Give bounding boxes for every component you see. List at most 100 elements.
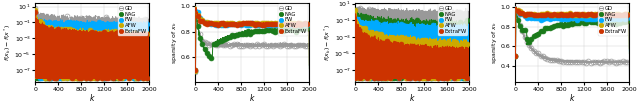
ExtraFW (145, 35, 153, 37)
Line: NAG: NAG (193, 6, 312, 73)
GD (567, 61, 575, 62)
NAG (462, 78, 470, 79)
AFW (38, 26, 45, 28)
FW (302, 24, 310, 26)
FW (122, 78, 129, 79)
ExtraFW (84, 47, 92, 48)
Legend: GD, NAG, FW, AFW, ExtraFW: GD, NAG, FW, AFW, ExtraFW (438, 4, 468, 35)
AFW (282, 23, 289, 24)
ExtraFW (404, 78, 412, 79)
GD (351, 10, 359, 12)
GD (302, 44, 310, 46)
FW (142, 26, 150, 27)
FW (305, 65, 313, 66)
FW (351, 78, 359, 79)
AFW (512, 6, 520, 7)
NAG (622, 21, 630, 22)
GD (352, 78, 360, 79)
GD (191, 72, 199, 73)
AFW (142, 78, 150, 79)
NAG (305, 68, 313, 69)
FW (567, 18, 575, 19)
GD (352, 6, 360, 7)
AFW (31, 9, 39, 10)
NAG (192, 8, 200, 9)
AFW (302, 23, 310, 25)
FW (404, 28, 412, 29)
NAG (625, 53, 633, 54)
AFW (142, 40, 150, 42)
Line: ExtraFW: ExtraFW (193, 5, 312, 73)
NAG (564, 25, 572, 26)
AFW (247, 23, 255, 24)
GD (358, 78, 365, 79)
NAG (198, 43, 205, 44)
NAG (512, 9, 520, 10)
NAG (442, 23, 449, 25)
ExtraFW (142, 78, 150, 79)
ExtraFW (622, 14, 630, 15)
Y-axis label: sparsity of $x_k$: sparsity of $x_k$ (170, 21, 179, 64)
ExtraFW (192, 7, 200, 8)
GD (282, 43, 289, 44)
ExtraFW (302, 24, 310, 25)
NAG (282, 28, 289, 30)
FW (32, 78, 40, 79)
Legend: GD, NAG, FW, AFW, ExtraFW: GD, NAG, FW, AFW, ExtraFW (278, 4, 308, 35)
FW (31, 18, 39, 20)
FW (38, 78, 45, 79)
GD (622, 61, 630, 62)
Line: AFW: AFW (33, 7, 152, 81)
GD (602, 62, 609, 63)
Line: GD: GD (33, 4, 152, 81)
NAG (465, 78, 473, 79)
FW (518, 14, 525, 16)
ExtraFW (625, 48, 633, 50)
NAG (145, 78, 153, 79)
AFW (358, 33, 365, 34)
FW (198, 19, 205, 20)
FW (462, 78, 470, 79)
AFW (244, 23, 252, 24)
FW (602, 18, 609, 19)
ExtraFW (38, 78, 45, 79)
FW (465, 31, 473, 33)
FW (442, 25, 449, 26)
NAG (84, 31, 92, 32)
GD (193, 13, 200, 15)
AFW (442, 50, 449, 51)
ExtraFW (198, 20, 205, 22)
GD (198, 37, 205, 38)
GD (32, 78, 40, 79)
GD (145, 78, 153, 79)
FW (32, 14, 40, 15)
ExtraFW (191, 70, 199, 71)
ExtraFW (32, 11, 40, 12)
Line: AFW: AFW (353, 7, 472, 81)
Line: NAG: NAG (353, 6, 472, 81)
ExtraFW (358, 30, 365, 31)
AFW (198, 20, 205, 21)
NAG (351, 78, 359, 79)
FW (622, 18, 630, 19)
AFW (511, 56, 519, 57)
NAG (404, 36, 412, 37)
FW (302, 23, 310, 25)
GD (142, 22, 150, 23)
ExtraFW (462, 78, 470, 79)
NAG (122, 78, 129, 79)
GD (247, 45, 255, 47)
AFW (84, 33, 92, 34)
NAG (518, 29, 525, 30)
AFW (32, 78, 40, 79)
Line: FW: FW (33, 12, 152, 81)
ExtraFW (352, 13, 360, 14)
GD (84, 18, 92, 19)
GD (465, 78, 473, 79)
Y-axis label: $f(x_k)-f(x^*)$: $f(x_k)-f(x^*)$ (323, 24, 333, 61)
FW (87, 78, 95, 79)
AFW (191, 70, 199, 72)
Line: NAG: NAG (33, 14, 152, 81)
ExtraFW (602, 14, 609, 16)
FW (84, 25, 92, 26)
